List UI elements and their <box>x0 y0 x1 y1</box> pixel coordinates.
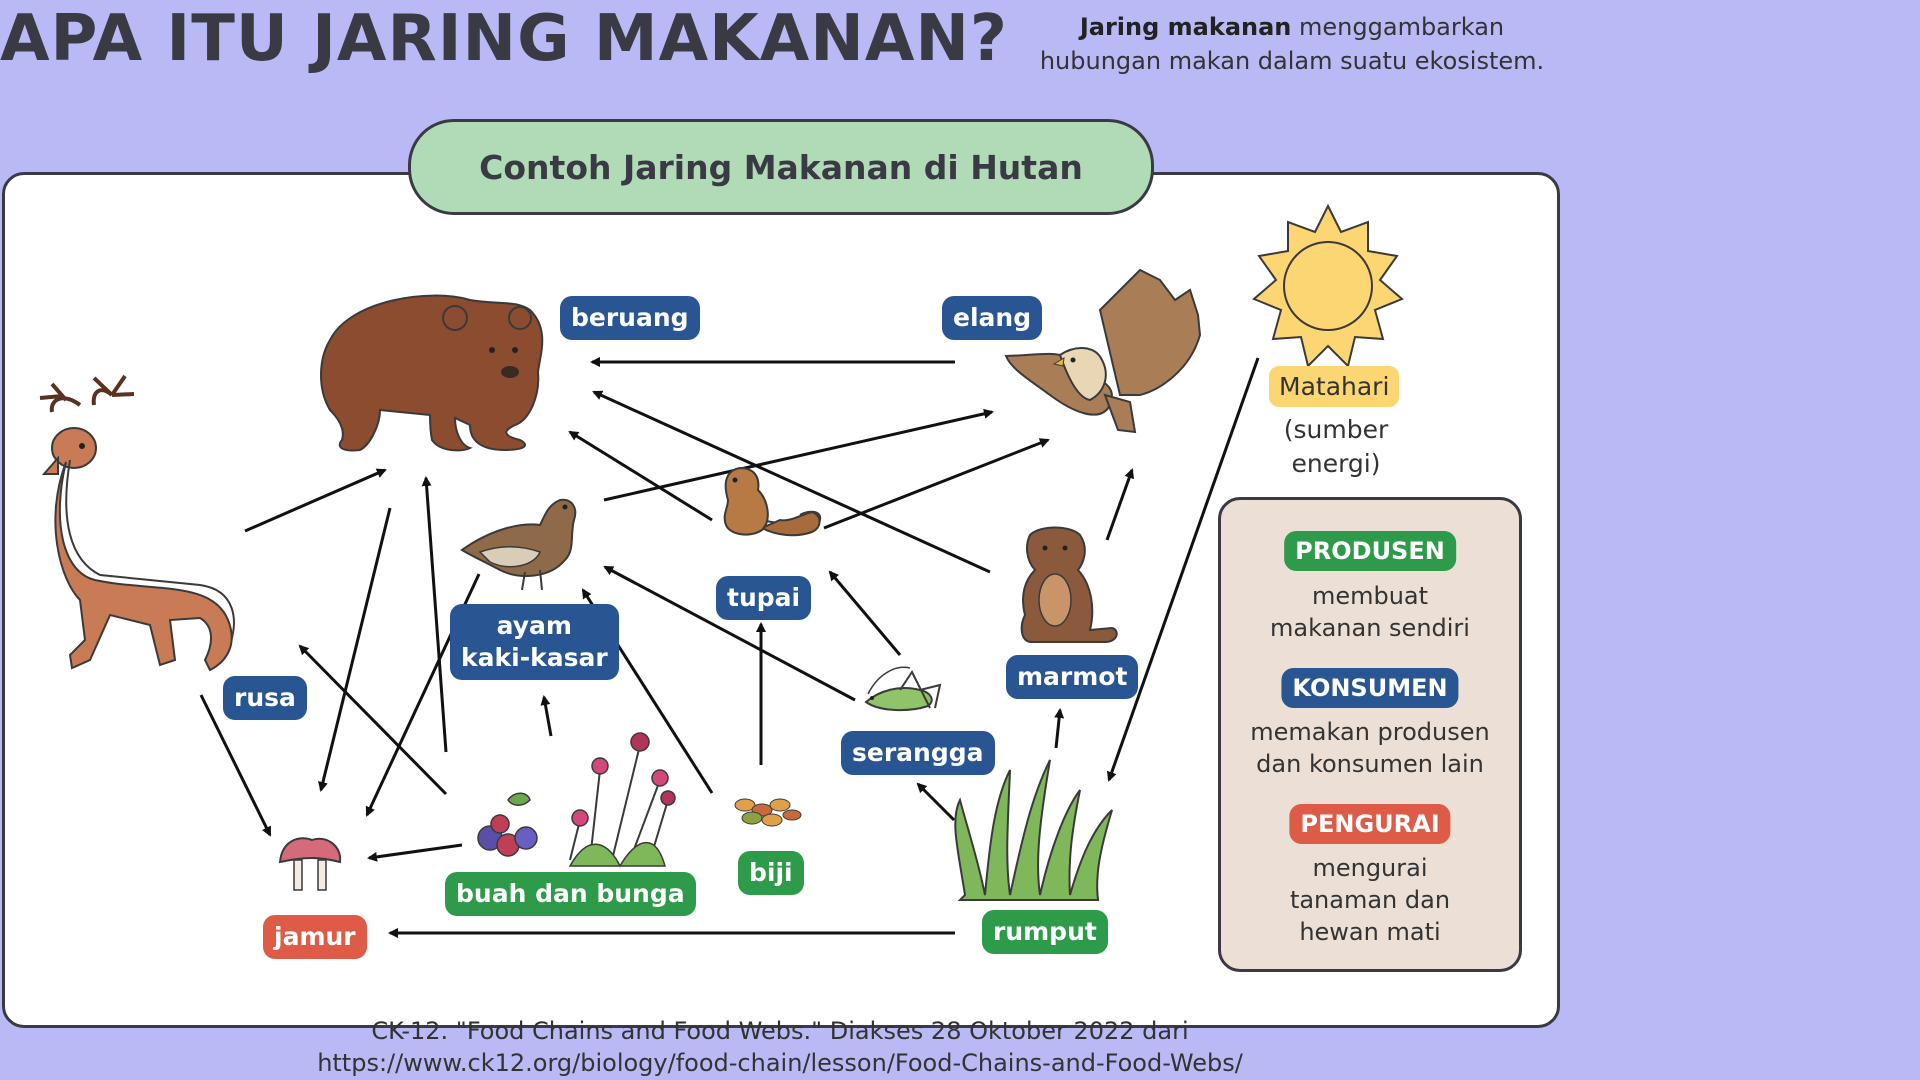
diagram-heading: Contoh Jaring Makanan di Hutan <box>408 119 1154 215</box>
intro-text: Jaring makanan menggambarkan hubungan ma… <box>1012 10 1572 78</box>
matahari-sub-line2: energi) <box>1291 449 1381 478</box>
bear-illustration <box>320 294 544 452</box>
node-tupai: tupai <box>716 576 812 620</box>
legend-produsen-desc: membuat makanan sendiri <box>1221 580 1519 644</box>
node-ayam-line2: kaki-kasar <box>461 643 608 672</box>
arrow-buah-jamur <box>367 843 463 862</box>
arrow-beruang-jamur <box>318 507 392 792</box>
arrow-buah-rusa <box>298 644 448 796</box>
legend-pengurai-desc: mengurai tanaman dan hewan mati <box>1221 852 1519 948</box>
legend-konsumen-line2: dan konsumen lain <box>1256 750 1484 778</box>
grouse-illustration <box>460 498 577 591</box>
marmot-illustration <box>1020 526 1118 643</box>
arrow-buah-beruang <box>421 476 448 753</box>
matahari-sub-line1: (sumber <box>1283 415 1389 444</box>
node-biji: biji <box>738 851 804 895</box>
legend-konsumen-line1: memakan produsen <box>1250 718 1490 746</box>
eagle-illustration <box>1004 268 1202 434</box>
node-marmot: marmot <box>1006 655 1139 699</box>
legend-pengurai-line3: hewan mati <box>1299 918 1441 946</box>
mushroom-illustration <box>278 837 342 891</box>
matahari-caption: (sumber energi) <box>1266 413 1406 481</box>
legend-konsumen-desc: memakan produsen dan konsumen lain <box>1221 716 1519 780</box>
arrow-marmot-beruang <box>592 390 991 574</box>
intro-line2: hubungan makan dalam suatu ekosistem. <box>1039 47 1545 75</box>
node-jamur: jamur <box>263 915 367 959</box>
source-credit: CK-12. "Food Chains and Food Webs." Diak… <box>200 1015 1360 1079</box>
page-title: APA ITU JARING MAKANAN? <box>0 2 1009 76</box>
node-ayam-kaki-kasar: ayam kaki-kasar <box>450 604 619 680</box>
arrow-rumput-serangga <box>916 782 956 822</box>
sun-icon <box>1252 203 1404 368</box>
legend-box: PRODUSEN membuat makanan sendiri KONSUME… <box>1218 497 1522 972</box>
arrow-serangga-tupai <box>828 570 902 656</box>
seeds-illustration <box>734 798 802 827</box>
arrow-ayam-elang <box>603 408 994 502</box>
arrow-rumput-marmot <box>1054 708 1065 749</box>
node-buah-dan-bunga: buah dan bunga <box>445 872 696 916</box>
legend-konsumen-tag: KONSUMEN <box>1281 668 1459 708</box>
legend-produsen-line1: membuat <box>1311 582 1429 610</box>
credit-line1: CK-12. "Food Chains and Food Webs." Diak… <box>371 1017 1189 1045</box>
arrow-tupai-elang <box>823 438 1050 530</box>
chipmunk-illustration <box>723 466 822 537</box>
node-serangga: serangga <box>841 731 995 775</box>
arrow-buah-ayam <box>540 695 553 737</box>
intro-bold: Jaring makanan <box>1079 13 1292 41</box>
legend-pengurai-line1: mengurai <box>1312 854 1428 882</box>
node-elang: elang <box>942 296 1043 340</box>
node-rumput: rumput <box>982 910 1108 954</box>
intro-rest-line1: menggambarkan <box>1299 13 1505 41</box>
arrow-tupai-beruang <box>568 430 713 522</box>
arrow-rusa-jamur <box>199 694 272 837</box>
deer-illustration <box>39 374 235 672</box>
node-beruang: beruang <box>560 296 700 340</box>
arrow-serangga-ayam <box>603 565 856 702</box>
grass-illustration <box>954 759 1113 901</box>
node-ayam-line1: ayam <box>496 611 572 640</box>
grasshopper-illustration <box>864 666 942 712</box>
credit-line2: https://www.ck12.org/biology/food-chain/… <box>317 1049 1243 1077</box>
node-rusa: rusa <box>223 676 307 720</box>
arrow-marmot-elang <box>1105 468 1135 541</box>
legend-produsen-tag: PRODUSEN <box>1284 531 1456 571</box>
legend-pengurai-line2: tanaman dan <box>1289 886 1451 914</box>
berries-flowers-illustration <box>477 732 676 868</box>
legend-produsen-line2: makanan sendiri <box>1270 614 1470 642</box>
legend-pengurai-tag: PENGURAI <box>1289 804 1451 844</box>
arrow-rusa-beruang <box>244 468 387 533</box>
arrow-matahari-rumput <box>1106 357 1260 782</box>
node-matahari: Matahari <box>1269 366 1400 407</box>
